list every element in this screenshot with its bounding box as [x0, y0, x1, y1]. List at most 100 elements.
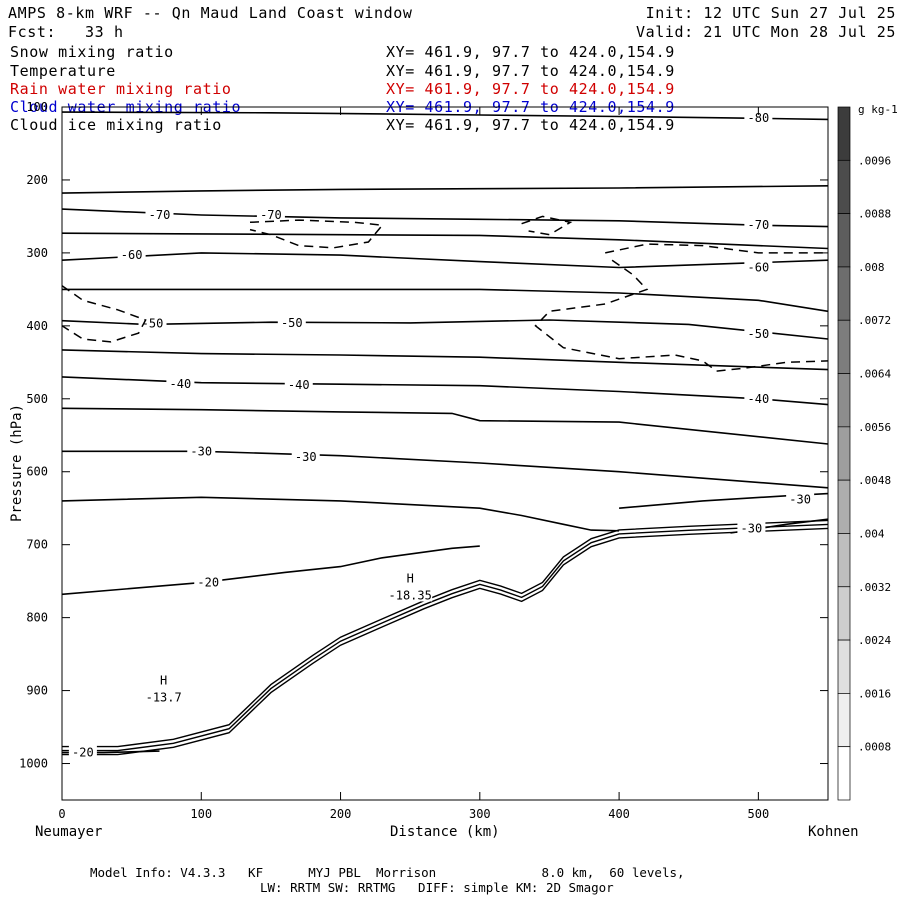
- y-tick-label: 800: [26, 611, 48, 625]
- contour-label-bg: [138, 315, 167, 330]
- colorbar-label: .004: [858, 527, 885, 540]
- right-station-label: Kohnen: [808, 824, 859, 840]
- contour-label: -60: [121, 248, 143, 262]
- y-tick-label: 300: [26, 246, 48, 260]
- plot-frame: [61, 106, 829, 801]
- x-tick-label: 400: [608, 807, 630, 821]
- contour-label: -20: [197, 576, 219, 590]
- cloud-ice-contour: [605, 243, 828, 254]
- colorbar-bin: [837, 426, 851, 481]
- temperature-contour-line: [61, 111, 829, 121]
- colorbar-bin: [837, 106, 851, 161]
- temperature-contour-line: [61, 545, 480, 596]
- terrain-contour: [62, 519, 829, 748]
- contour-label-bg: [68, 744, 97, 759]
- contour-label-bg: [194, 574, 223, 589]
- contour-label: -20: [72, 746, 94, 760]
- model-info-line1: Model Info: V4.3.3 KF MYJ PBL Morrison 8…: [90, 865, 685, 880]
- contour-label: -40: [288, 378, 310, 392]
- colorbar-bin: [837, 266, 851, 321]
- contour-label: -30: [295, 450, 317, 464]
- contour-label: -50: [281, 316, 303, 330]
- x-tick-label: 300: [469, 807, 491, 821]
- contour-label: -40: [748, 392, 770, 406]
- colorbar-label: .0016: [858, 687, 891, 700]
- high-marker: H: [160, 674, 167, 688]
- temperature-contour-line: [61, 496, 620, 532]
- contour-label-bg: [284, 376, 313, 391]
- contour-label: -80: [748, 111, 770, 125]
- colorbar-bin: [837, 586, 851, 641]
- field-name-temperature: Temperature: [10, 62, 116, 80]
- temperature-contour-line: [61, 407, 829, 445]
- temperature-contour-line: [61, 232, 829, 250]
- colorbar-bin: [837, 159, 851, 214]
- colorbar-label: .0096: [858, 154, 891, 167]
- colorbar-label: .0008: [858, 741, 891, 754]
- contour-label: -30: [741, 522, 763, 536]
- forecast-hour: Fcst: 33 h: [8, 23, 124, 41]
- colorbar-bin: [837, 746, 851, 801]
- colorbar-bin: [837, 373, 851, 428]
- colorbar-bin: [837, 213, 851, 268]
- y-tick-label: 500: [26, 392, 48, 406]
- chart-title: AMPS 8-km WRF -- Qn Maud Land Coast wind…: [8, 4, 413, 22]
- contour-label-bg: [744, 259, 773, 274]
- temperature-contour-line: [61, 185, 829, 194]
- colorbar-bin: [837, 319, 851, 374]
- y-tick-label: 900: [26, 684, 48, 698]
- cloud-ice-contour: [534, 259, 829, 372]
- cloud-ice-contour: [61, 285, 147, 343]
- high-value: -18.35: [389, 588, 432, 602]
- init-time: Init: 12 UTC Sun 27 Jul 25: [645, 4, 896, 22]
- x-tick-label: 500: [748, 807, 770, 821]
- contour-label-bg: [187, 443, 216, 458]
- y-tick-label: 100: [26, 100, 48, 114]
- field-name-snow: Snow mixing ratio: [10, 43, 174, 61]
- high-marker: H: [407, 571, 414, 585]
- high-value-bg: [388, 587, 433, 602]
- temperature-contour-line: [61, 208, 829, 228]
- x-tick-label: 0: [58, 807, 65, 821]
- contour-label-bg: [117, 247, 146, 262]
- field-name-cloud-ice: Cloud ice mixing ratio: [10, 116, 222, 134]
- high-value-bg: [141, 689, 186, 704]
- contour-label-bg: [277, 314, 306, 329]
- contour-label: -60: [748, 260, 770, 274]
- colorbar-label: .0064: [858, 368, 891, 381]
- contour-label: -50: [142, 317, 164, 331]
- colorbar-bin: [837, 693, 851, 748]
- contour-label: -40: [170, 377, 192, 391]
- y-axis-label: Pressure (hPa): [9, 403, 26, 523]
- colorbar-label: .008: [858, 261, 885, 274]
- contour-label: -30: [190, 444, 212, 458]
- contour-label: -30: [789, 492, 811, 506]
- y-tick-label: 200: [26, 173, 48, 187]
- colorbar-bin: [837, 479, 851, 534]
- cloud-ice-contour: [249, 219, 384, 249]
- contour-label-bg: [786, 491, 815, 506]
- contour-label-bg: [145, 206, 174, 221]
- colorbar-label: .0088: [858, 208, 891, 221]
- valid-time: Valid: 21 UTC Mon 28 Jul 25: [635, 23, 896, 41]
- field-xy-snow: XY= 461.9, 97.7 to 424.0,154.9: [386, 43, 675, 61]
- model-info-line2: LW: RRTM SW: RRTMG DIFF: simple KM: 2D S…: [260, 880, 614, 895]
- colorbar-label: .0072: [858, 314, 891, 327]
- contour-label-bg: [744, 217, 773, 232]
- contour-label-bg: [744, 325, 773, 340]
- colorbar-label: .0048: [858, 474, 891, 487]
- y-tick-label: 700: [26, 538, 48, 552]
- high-value: -13.7: [146, 691, 182, 705]
- axes: 0 100 200 300 400 500 100 200 300 400 500 600 700 800…: [19, 100, 829, 821]
- colorbar-unit: g kg-1: [858, 103, 898, 116]
- contour-label: -70: [260, 208, 282, 222]
- colorbar-label: .0032: [858, 581, 891, 594]
- contour-label: -50: [748, 327, 770, 341]
- y-tick-label: 600: [26, 465, 48, 479]
- colorbar-bin: [837, 639, 851, 694]
- temperature-contour-line: [61, 319, 829, 340]
- temperature-contour-line: [61, 252, 829, 269]
- field-xy-temperature: XY= 461.9, 97.7 to 424.0,154.9: [386, 62, 675, 80]
- terrain-contour: [62, 523, 829, 752]
